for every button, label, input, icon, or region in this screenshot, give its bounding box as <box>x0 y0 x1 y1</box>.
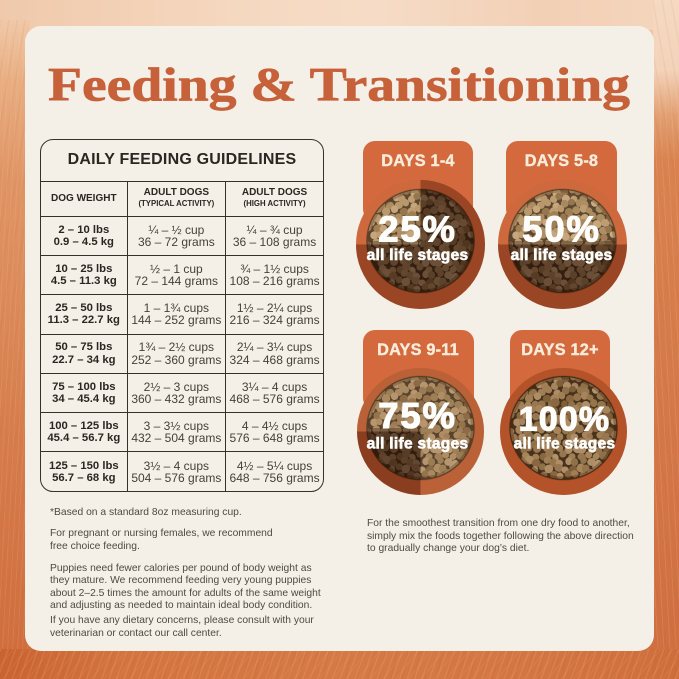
svg-text:Feeding & Transitioning: Feeding & Transitioning <box>48 59 630 112</box>
svg-text:all life stages: all life stages <box>514 435 616 452</box>
svg-text:all life stages: all life stages <box>367 435 469 452</box>
svg-text:all life stages: all life stages <box>511 246 613 263</box>
svg-text:100%: 100% <box>519 400 611 438</box>
svg-text:50%: 50% <box>522 208 600 249</box>
svg-text:all life stages: all life stages <box>367 246 469 263</box>
svg-text:75%: 75% <box>378 395 456 436</box>
svg-text:25%: 25% <box>378 208 456 249</box>
